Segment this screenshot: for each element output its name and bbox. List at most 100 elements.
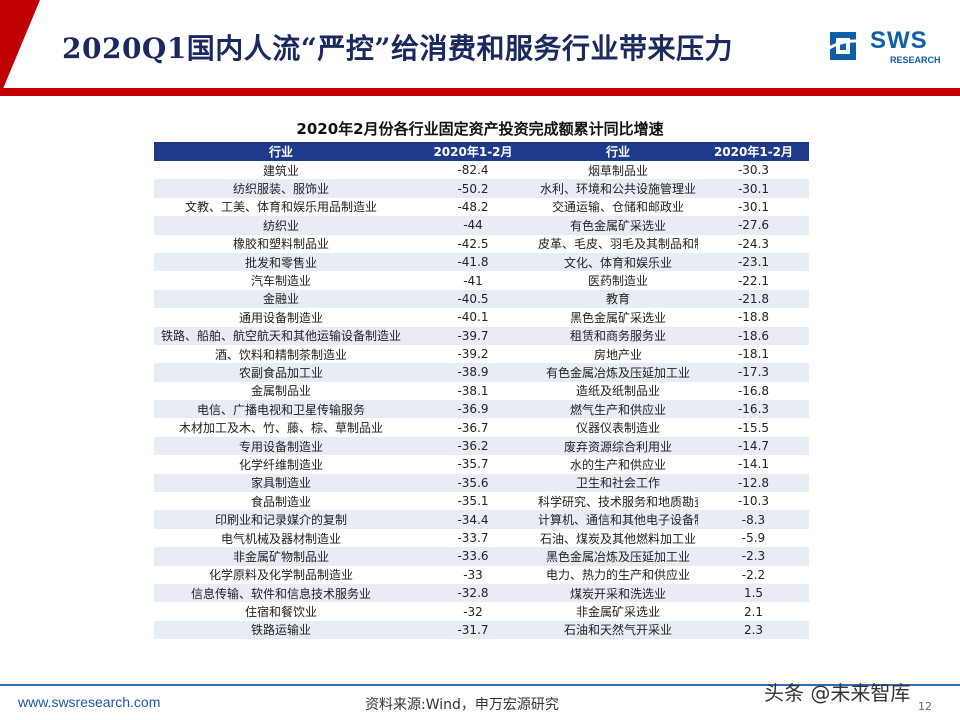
value-right-cell: -30.3 bbox=[737, 163, 770, 178]
value-left-cell: -44 bbox=[408, 216, 538, 235]
industry-left-cell: 铁路运输业 bbox=[154, 620, 408, 640]
table-row: 食品制造业 -35.1 科学研究、技术服务和地质勘查业 -10.3 bbox=[154, 492, 809, 510]
value-right-cell: -27.6 bbox=[698, 216, 809, 235]
industry-right-cell: 仪器仪表制造业 bbox=[575, 421, 660, 436]
value-right-cell: -10.3 bbox=[737, 494, 770, 509]
industry-left-cell: 信息传输、软件和信息技术服务业 bbox=[154, 583, 408, 603]
value-left-cell: -41 bbox=[463, 273, 483, 288]
industry-right-cell: 黑色金属矿采选业 bbox=[569, 310, 666, 325]
footer-rule bbox=[0, 684, 960, 686]
value-left-cell: -33.7 bbox=[457, 531, 489, 545]
value-left-cell: -32.8 bbox=[408, 583, 538, 603]
industry-right-cell: 废弃资源综合利用业 bbox=[538, 436, 698, 456]
value-right-cell: -18.8 bbox=[737, 310, 770, 325]
page-title: 2020Q1国内人流“严控”给消费和服务行业带来压力 bbox=[62, 32, 734, 65]
industry-right-cell: 交通运输、仓储和邮政业 bbox=[551, 200, 684, 215]
value-left-cell: -35.7 bbox=[457, 457, 489, 472]
value-left-cell: -36.2 bbox=[408, 436, 538, 456]
value-left-cell: -33.6 bbox=[408, 547, 538, 566]
value-right-cell: 2.1 bbox=[743, 604, 764, 619]
value-left-cell: -36.7 bbox=[457, 420, 489, 435]
industry-right-cell: 石油和天然气开采业 bbox=[538, 620, 698, 640]
table-row: 农副食品加工业 -38.9 有色金属冶炼及压延加工业 -17.3 bbox=[154, 363, 809, 382]
industry-right-cell: 水利、环境和公共设施管理业 bbox=[538, 179, 698, 198]
value-left-cell: -48.2 bbox=[457, 199, 489, 214]
table-row: 化学原料及化学制品制造业 -33 电力、热力的生产和供应业 -2.2 bbox=[154, 566, 809, 584]
industry-right-cell: 租赁和商务服务业 bbox=[538, 326, 698, 345]
industry-left-cell: 印刷业和记录媒介的复制 bbox=[154, 510, 408, 529]
table-row: 建筑业 -82.4 烟草制品业 -30.3 bbox=[154, 161, 809, 179]
table-row: 汽车制造业 -41 医药制造业 -22.1 bbox=[154, 271, 809, 289]
industry-right-cell: 卫生和社会工作 bbox=[538, 473, 698, 493]
table-row: 专用设备制造业 -36.2 废弃资源综合利用业 -14.7 bbox=[154, 436, 809, 456]
industry-right-cell: 燃气生产和供应业 bbox=[538, 400, 698, 419]
value-right-cell: -2.3 bbox=[698, 547, 809, 566]
value-left-cell: -36.9 bbox=[408, 400, 538, 419]
industry-left-cell: 化学纤维制造业 bbox=[238, 457, 323, 472]
header-accent bbox=[0, 0, 40, 96]
table-row: 酒、饮料和精制茶制造业 -39.2 房地产业 -18.1 bbox=[154, 345, 809, 363]
table-row: 住宿和餐饮业 -32 非金属矿采选业 2.1 bbox=[154, 602, 809, 620]
table-row: 金属制品业 -38.1 造纸及纸制品业 -16.8 bbox=[154, 382, 809, 400]
value-right-cell: -21.8 bbox=[698, 289, 809, 309]
value-right-cell: -30.1 bbox=[698, 179, 809, 198]
value-left-cell: -50.2 bbox=[408, 179, 538, 198]
value-left-cell: -42.5 bbox=[457, 236, 489, 251]
industry-left-cell: 专用设备制造业 bbox=[154, 436, 408, 456]
value-right-cell: -18.6 bbox=[698, 326, 809, 345]
source-note: 资料来源:Wind，申万宏源研究 bbox=[365, 697, 559, 713]
table-row: 化学纤维制造业 -35.7 水的生产和供应业 -14.1 bbox=[154, 455, 809, 473]
table-row: 电气机械及器材制造业 -33.7 石油、煤炭及其他燃料加工业 -5.9 bbox=[154, 529, 809, 547]
industry-right-cell: 文化、体育和娱乐业 bbox=[538, 252, 698, 272]
value-right-cell: -22.1 bbox=[737, 273, 770, 288]
brand-logo: SWS RESEARCH bbox=[826, 22, 952, 70]
value-left-cell: -35.6 bbox=[408, 473, 538, 493]
industry-right-cell: 皮革、毛皮、羽毛及其制品和制鞋业 bbox=[538, 237, 698, 252]
value-right-cell: -2.2 bbox=[741, 567, 766, 582]
industry-left-cell: 酒、饮料和精制茶制造业 bbox=[214, 347, 347, 362]
value-left-cell: -38.9 bbox=[408, 363, 538, 382]
industry-left-cell: 电信、广播电视和卫星传输服务 bbox=[154, 400, 408, 419]
value-right-cell: -23.1 bbox=[698, 252, 809, 272]
industry-right-cell: 计算机、通信和其他电子设备制造业 bbox=[538, 510, 698, 529]
industry-left-cell: 汽车制造业 bbox=[250, 274, 311, 289]
header-industry-left: 行业 bbox=[154, 142, 408, 161]
industry-right-cell: 造纸及纸制品业 bbox=[575, 384, 660, 399]
industry-left-cell: 家具制造业 bbox=[154, 473, 408, 493]
footer-url[interactable]: www.swsresearch.com bbox=[18, 694, 161, 710]
value-right-cell: -18.1 bbox=[737, 347, 770, 362]
value-right-cell: -5.9 bbox=[741, 531, 766, 545]
value-left-cell: -40.5 bbox=[408, 289, 538, 309]
value-right-cell: -15.5 bbox=[737, 420, 770, 435]
industry-left-cell: 金属制品业 bbox=[250, 384, 311, 399]
table-title: 2020年2月份各行业固定资产投资完成额累计同比增速 bbox=[296, 120, 664, 138]
header-value-right: 2020年1-2月 bbox=[698, 142, 809, 161]
value-right-cell: -14.1 bbox=[737, 457, 770, 472]
industry-left-cell: 铁路、船舶、航空航天和其他运输设备制造业 bbox=[154, 326, 408, 345]
industry-left-cell: 住宿和餐饮业 bbox=[244, 605, 317, 620]
value-left-cell: -34.4 bbox=[408, 510, 538, 529]
industry-left-cell: 橡胶和塑料制品业 bbox=[232, 237, 329, 252]
industry-left-cell: 化学原料及化学制品制造业 bbox=[208, 568, 353, 583]
industry-left-cell: 通用设备制造业 bbox=[238, 310, 323, 325]
value-left-cell: -31.7 bbox=[408, 620, 538, 640]
table-row: 金融业 -40.5 教育 -21.8 bbox=[154, 289, 809, 309]
table-row: 铁路、船舶、航空航天和其他运输设备制造业 -39.7 租赁和商务服务业 -18.6 bbox=[154, 326, 809, 345]
value-left-cell: -35.1 bbox=[457, 494, 489, 509]
industry-left-cell: 文教、工美、体育和娱乐用品制造业 bbox=[184, 200, 377, 215]
page-number: 12 bbox=[918, 700, 932, 713]
industry-left-cell: 木材加工及木、竹、藤、棕、草制品业 bbox=[178, 421, 383, 436]
industry-right-cell: 石油、煤炭及其他燃料加工业 bbox=[539, 531, 696, 546]
table-body: 建筑业 -82.4 烟草制品业 -30.3 纺织服装、服饰业 -50.2 水利、环境和公共设… bbox=[154, 161, 809, 640]
value-right-cell: -16.8 bbox=[737, 383, 770, 398]
industry-right-cell: 科学研究、技术服务和地质勘查业 bbox=[538, 494, 698, 509]
logo-text: SWS bbox=[870, 27, 928, 54]
value-left-cell: -32 bbox=[463, 604, 483, 619]
industry-left-cell: 纺织业 bbox=[154, 216, 408, 235]
table-row: 纺织业 -44 有色金属矿采选业 -27.6 bbox=[154, 216, 809, 235]
table-row: 铁路运输业 -31.7 石油和天然气开采业 2.3 bbox=[154, 620, 809, 640]
value-left-cell: -39.2 bbox=[457, 347, 489, 362]
industry-right-cell: 煤炭开采和洗选业 bbox=[538, 583, 698, 603]
industry-left-cell: 金融业 bbox=[154, 289, 408, 309]
